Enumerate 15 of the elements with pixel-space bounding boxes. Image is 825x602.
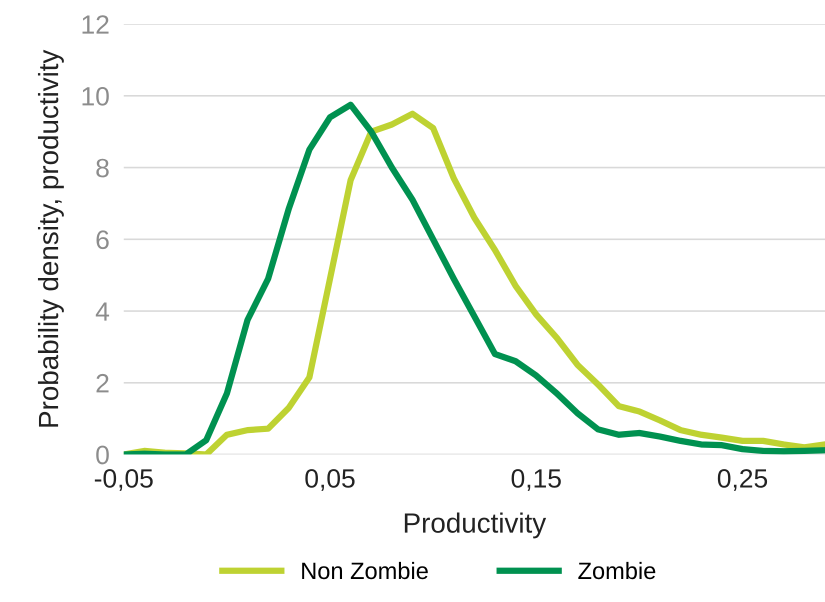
legend-label: Non Zombie xyxy=(302,562,428,580)
x-tick-label: 0,05 xyxy=(305,469,355,491)
y-tick-label: 8 xyxy=(96,158,109,178)
legend-label: Zombie xyxy=(578,562,656,580)
y-tick-label: 10 xyxy=(82,86,109,106)
x-tick-label: 0,15 xyxy=(512,469,561,491)
x-tick-label: -0,05 xyxy=(94,469,153,491)
x-axis-title: Productivity xyxy=(404,512,546,538)
y-tick-label: 6 xyxy=(96,230,109,250)
x-tick-label: 0,25 xyxy=(718,469,768,491)
y-axis-title: Probability density, productivity xyxy=(38,50,64,427)
y-tick-label: 12 xyxy=(82,15,109,34)
y-tick-label: 2 xyxy=(96,374,109,392)
y-tick-label: 0 xyxy=(96,446,109,464)
y-tick-label: 4 xyxy=(96,302,110,321)
